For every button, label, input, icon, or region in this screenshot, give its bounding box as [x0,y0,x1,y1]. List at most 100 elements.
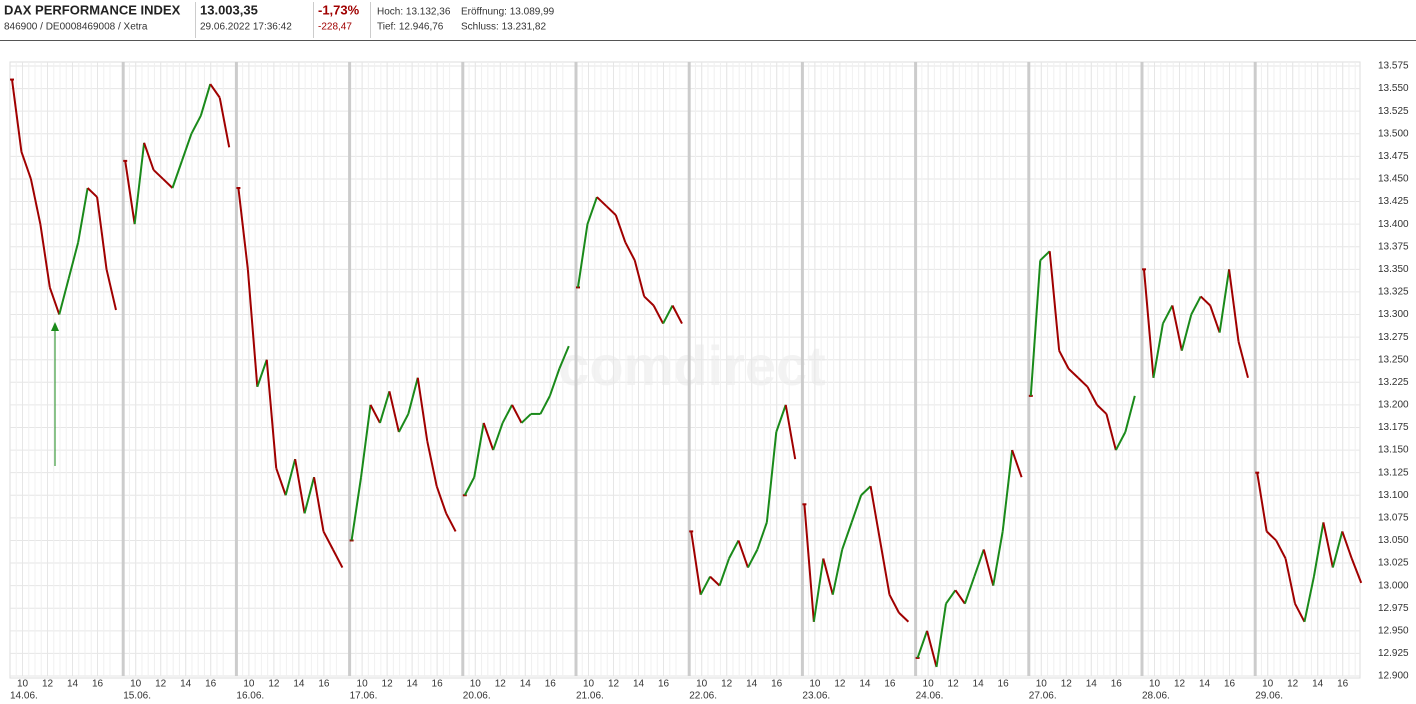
y-tick-label: 13.400 [1378,219,1409,230]
price-segment [48,287,61,315]
x-tick-label: 10 [357,679,369,690]
x-tick-label: 16 [658,679,670,690]
x-tick-label: 10 [17,679,29,690]
price-segment [1190,295,1202,315]
y-tick-label: 13.175 [1378,422,1409,433]
day-label: 29.06. [1255,691,1283,702]
price-segment [152,169,164,180]
price-segment [633,260,646,297]
price-segment [586,196,598,225]
price-segment [596,196,608,207]
price-segment [1039,250,1051,262]
price-segment [982,549,995,586]
price-segment [1200,295,1211,307]
price-segment [407,377,419,415]
price-segment [313,477,325,532]
y-tick-label: 13.275 [1378,332,1409,343]
price-segment [662,305,674,325]
x-tick-label: 10 [130,679,142,690]
price-segment [1341,531,1353,559]
x-tick-label: 12 [608,679,620,690]
y-tick-label: 12.975 [1378,603,1409,614]
x-tick-label: 12 [1061,679,1073,690]
price-segment [624,241,636,261]
price-segment [1275,539,1287,559]
price-segment [954,589,966,605]
high: Hoch: 13.132,36 [377,7,451,18]
y-tick-label: 13.125 [1378,467,1409,478]
y-tick-label: 13.500 [1378,128,1409,139]
price-segment [879,540,891,595]
price-segment [869,486,882,541]
price-segment [256,359,268,388]
x-tick-label: 12 [834,679,846,690]
price-segment [756,522,768,550]
price-segment [614,214,627,243]
price-segment [1152,323,1164,378]
price-segment [992,531,1004,586]
y-tick-label: 13.150 [1378,445,1409,456]
x-tick-label: 10 [1262,679,1274,690]
price-segment [1162,305,1174,325]
x-tick-label: 14 [1086,679,1098,690]
x-tick-label: 10 [243,679,255,690]
price-segment [1143,269,1155,378]
price-segment [190,115,202,135]
y-tick-label: 13.250 [1378,354,1409,365]
low: Tief: 12.946,76 [377,22,444,33]
price-segment [416,377,429,442]
x-tick-label: 14 [859,679,871,690]
price-segment [350,477,363,541]
price-segment [747,549,759,569]
price-segment [1265,530,1277,542]
y-tick-label: 13.100 [1378,490,1409,501]
day-label: 27.06. [1029,691,1057,702]
subtitle: 846900 / DE0008469008 / Xetra [4,22,148,33]
price-segment [605,205,617,216]
price-segment [1237,341,1249,379]
day-label: 16.06. [236,691,264,702]
price-segment [898,612,910,623]
price-segment [29,178,42,225]
price-segment [784,404,797,460]
header-bg [0,0,1416,40]
price-segment [1322,522,1334,568]
x-tick-label: 10 [1149,679,1161,690]
x-tick-label: 14 [180,679,192,690]
x-tick-label: 16 [318,679,330,690]
y-tick-label: 13.350 [1378,264,1409,275]
price-segment [1124,395,1136,433]
x-tick-label: 10 [1036,679,1048,690]
price-segment [973,549,985,577]
price-segment [1115,431,1127,451]
price-segment [294,458,306,514]
price-segment [860,485,872,496]
price-segment [671,305,683,325]
price-segment [1312,522,1325,577]
x-tick-label: 12 [155,679,167,690]
price-segment [1001,449,1014,532]
y-tick-label: 12.900 [1378,671,1409,682]
price-segment [369,404,381,424]
y-tick-label: 13.025 [1378,558,1409,569]
x-tick-label: 10 [696,679,708,690]
price-segment [397,413,410,433]
day-label: 15.06. [123,691,151,702]
x-tick-label: 14 [1312,679,1324,690]
x-tick-label: 12 [948,679,960,690]
x-tick-label: 12 [721,679,733,690]
x-tick-label: 12 [42,679,54,690]
price-segment [445,512,457,532]
y-tick-label: 13.550 [1378,83,1409,94]
price-segment [1067,368,1079,379]
price-segment [1180,314,1193,351]
x-tick-label: 12 [1287,679,1299,690]
day-label: 20.06. [463,691,491,702]
price-segment [1086,386,1098,406]
price-segment [388,391,400,433]
price-segment [39,224,51,288]
price-segment [963,576,976,605]
price-segment [332,549,344,569]
day-label: 14.06. [10,691,38,702]
